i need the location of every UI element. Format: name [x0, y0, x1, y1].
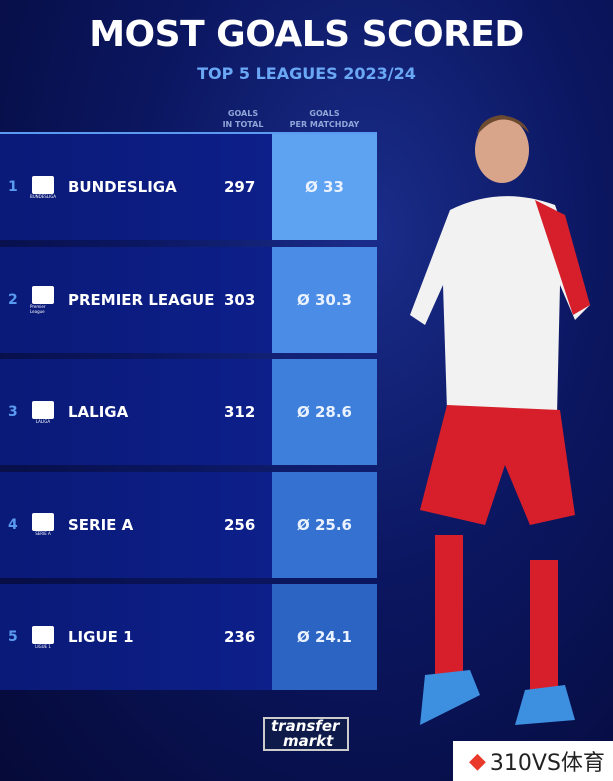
divider: [0, 132, 377, 134]
watermark: ◆ 310VS体育: [453, 741, 613, 781]
column-header-per-matchday: GOALS PER MATCHDAY: [272, 108, 377, 130]
goals-per-matchday: Ø 33: [272, 134, 377, 240]
rank: 4: [8, 516, 18, 533]
header-line: IN TOTAL: [222, 120, 264, 129]
league-name: LIGUE 1: [68, 628, 134, 647]
watermark-icon: ◆: [469, 748, 486, 774]
header-line: PER MATCHDAY: [289, 120, 360, 129]
table-row: 3 LALIGA LALIGA 312 Ø 28.6: [0, 359, 377, 466]
page-subtitle: TOP 5 LEAGUES 2023/24: [197, 64, 416, 83]
league-logo-icon: LIGUE 1: [30, 622, 56, 652]
watermark-text: 310VS体育: [489, 751, 605, 776]
goals-total: 256: [224, 515, 256, 534]
logo-caption: SERIE A: [35, 531, 51, 537]
table-row: 2 Premier League PREMIER LEAGUE 303 Ø 30…: [0, 246, 377, 353]
logo-caption: BUNDESLIGA: [29, 193, 57, 199]
table-row: 1 BUNDESLIGA BUNDESLIGA 297 Ø 33: [0, 134, 377, 240]
logo-mark: [32, 175, 54, 194]
goals-per-matchday: Ø 24.1: [272, 584, 377, 691]
league-name: SERIE A: [68, 515, 134, 534]
logo-line: markt: [283, 732, 334, 750]
rank: 3: [8, 404, 18, 421]
league-name: LALIGA: [68, 403, 129, 422]
goals-per-matchday: Ø 25.6: [272, 471, 377, 578]
rank: 5: [8, 629, 18, 646]
goals-per-matchday: Ø 30.3: [272, 246, 377, 353]
logo-caption: Premier League: [30, 303, 46, 314]
goals-total: 312: [224, 403, 256, 422]
logo-mark: [32, 400, 54, 419]
player-image: [410, 115, 590, 725]
header-line: GOALS: [227, 109, 259, 118]
league-logo-icon: SERIE A: [30, 510, 56, 540]
logo-mark: [32, 285, 54, 304]
goals-per-matchday: Ø 28.6: [272, 359, 377, 466]
transfermarkt-logo: transfer markt: [263, 717, 349, 751]
league-name: BUNDESLIGA: [68, 178, 177, 196]
rank: 2: [8, 291, 18, 308]
rank: 1: [8, 179, 18, 195]
league-logo-icon: BUNDESLIGA: [30, 172, 56, 202]
goals-total: 303: [224, 290, 256, 309]
table-row: 5 LIGUE 1 LIGUE 1 236 Ø 24.1: [0, 584, 377, 691]
column-header-total: GOALS IN TOTAL: [215, 108, 271, 130]
league-logo-icon: Premier League: [30, 285, 56, 315]
logo-caption: LALIGA: [35, 418, 51, 424]
table-row: 4 SERIE A SERIE A 256 Ø 25.6: [0, 471, 377, 578]
logo-line: transfer: [271, 717, 340, 735]
league-name: PREMIER LEAGUE: [68, 290, 215, 309]
league-logo-icon: LALIGA: [30, 397, 56, 427]
logo-mark: [32, 625, 54, 644]
logo-caption: LIGUE 1: [35, 643, 51, 649]
goals-total: 236: [224, 628, 256, 647]
goals-total: 297: [224, 178, 256, 196]
header-line: GOALS: [309, 109, 340, 118]
logo-mark: [32, 513, 54, 532]
page-title: MOST GOALS SCORED: [89, 14, 524, 55]
